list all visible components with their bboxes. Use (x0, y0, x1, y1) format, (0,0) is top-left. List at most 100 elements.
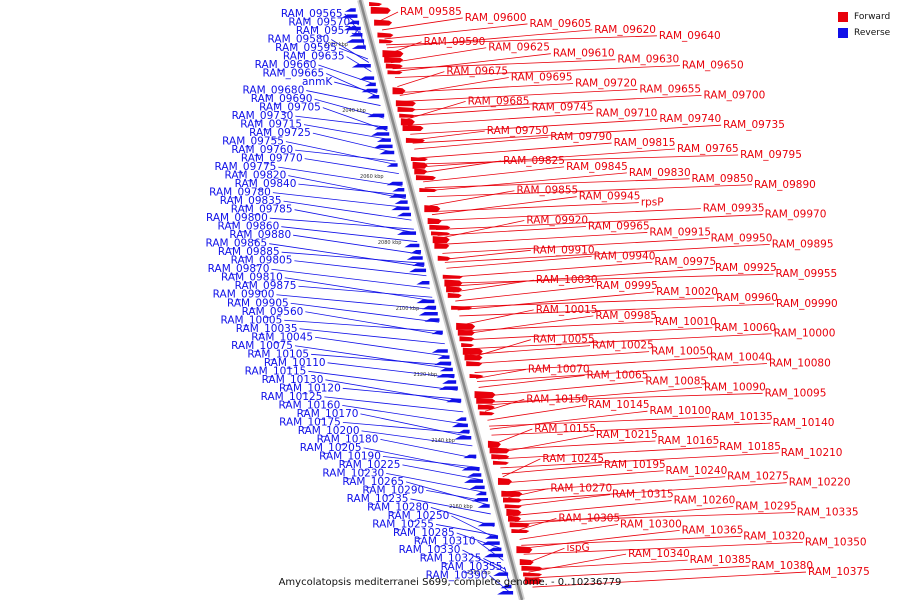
forward-gene-label: RAM_09895 (772, 238, 834, 250)
reverse-gene-label: RAM_09870 (208, 263, 270, 275)
reverse-connector (322, 107, 388, 131)
forward-gene-label: RAM_10020 (656, 286, 718, 298)
reverse-connector (294, 209, 415, 234)
reverse-connector (295, 115, 387, 128)
reverse-gene (463, 479, 483, 483)
reverse-gene-label: RAM_09690 (251, 93, 313, 105)
reverse-gene (341, 14, 358, 18)
reverse-connector (283, 200, 412, 221)
forward-gene-label: RAM_09945 (579, 191, 641, 203)
forward-gene-label: RAM_09745 (532, 101, 594, 113)
genome-axis (357, 0, 525, 600)
reverse-gene (396, 212, 411, 217)
forward-connector (406, 100, 466, 120)
forward-connector (419, 148, 675, 168)
forward-gene-label: RAM_10145 (588, 399, 650, 411)
forward-gene-label: RAM_10150 (526, 393, 588, 405)
reverse-gene (446, 398, 462, 403)
reverse-gene (392, 188, 405, 192)
reverse-connector (269, 217, 414, 230)
reverse-connector (386, 473, 486, 493)
reverse-gene-label: RAM_10355 (441, 561, 503, 573)
forward-connector (451, 267, 714, 287)
reverse-connector (284, 319, 442, 332)
reverse-connector (305, 311, 443, 336)
forward-connector (515, 506, 734, 525)
reverse-gene-label: RAM_09560 (242, 306, 304, 318)
forward-gene-label: RAM_09695 (511, 72, 573, 84)
forward-gene-label: RAM_09590 (424, 36, 486, 48)
forward-gene (456, 322, 476, 330)
reverse-gene (367, 113, 385, 118)
forward-gene-label: RAM_10090 (704, 381, 766, 393)
forward-connector (393, 53, 551, 73)
reverse-gene (418, 312, 438, 316)
forward-gene (523, 572, 543, 577)
forward-connector (532, 571, 807, 588)
reverse-gene (454, 436, 472, 440)
forward-gene (442, 274, 463, 279)
reverse-gene-label: RAM_09635 (283, 51, 345, 63)
forward-gene-label: RAM_10380 (751, 560, 813, 572)
forward-connector (448, 261, 653, 278)
forward-gene (370, 6, 391, 14)
forward-connector (443, 249, 531, 260)
forward-gene-label: RAM_09790 (550, 131, 612, 143)
forward-connector (468, 333, 772, 350)
forward-gene (427, 218, 442, 224)
reverse-gene (351, 64, 371, 68)
reverse-gene (472, 498, 488, 502)
reverse-gene-label: RAM_10290 (362, 484, 424, 496)
reverse-connector (451, 515, 498, 540)
reverse-gene (431, 349, 448, 353)
reverse-connector (271, 268, 430, 289)
forward-gene-label: RAM_10245 (542, 453, 604, 465)
reverse-gene-label: RAM_09580 (268, 34, 330, 46)
reverse-connector (294, 260, 427, 277)
forward-connector (431, 196, 577, 216)
forward-connector (478, 375, 585, 388)
forward-gene (477, 404, 495, 410)
forward-connector (504, 470, 664, 484)
reverse-gene (346, 39, 365, 43)
forward-connector (525, 547, 565, 564)
reverse-gene-label: RAM_10075 (231, 340, 293, 352)
reverse-connector (342, 421, 470, 434)
forward-gene-label: RAM_10240 (666, 465, 728, 477)
forward-gene-label: RAM_10070 (528, 363, 590, 375)
reverse-gene-label: RAM_09770 (241, 153, 303, 165)
reverse-gene-label: RAM_10255 (372, 518, 434, 530)
reverse-connector (311, 353, 451, 366)
forward-connector (509, 482, 787, 502)
forward-connector (489, 416, 710, 427)
reverse-connector (312, 132, 394, 153)
reverse-gene (424, 318, 440, 322)
reverse-gene-label: RAM_10160 (279, 399, 341, 411)
forward-gene (476, 397, 496, 404)
reverse-gene-label: RAM_09755 (222, 136, 284, 148)
reverse-gene (359, 76, 375, 80)
forward-gene-label: RAM_09655 (639, 83, 701, 95)
forward-gene-label: RAM_10275 (727, 471, 789, 483)
reverse-gene-label: RAM_10180 (317, 433, 379, 445)
forward-gene-label: RAM_09935 (703, 203, 765, 215)
reverse-gene (367, 95, 380, 99)
reverse-gene-label: RAM_10205 (300, 442, 362, 454)
forward-gene-label: RAM_09795 (740, 149, 802, 161)
reverse-gene-label: RAM_10125 (261, 391, 323, 403)
reverse-gene-label: RAM_10045 (251, 331, 313, 343)
reverse-connector (294, 345, 452, 370)
forward-gene (516, 546, 533, 554)
forward-connector (452, 279, 534, 293)
reverse-connector (342, 387, 460, 400)
forward-connector (433, 208, 701, 222)
kbp-tick-label: 2080 kbp (378, 240, 402, 246)
forward-connector (407, 112, 594, 126)
forward-connector (476, 363, 768, 382)
forward-gene (434, 242, 450, 249)
forward-gene (412, 161, 428, 169)
reverse-gene (404, 243, 420, 248)
forward-gene (392, 87, 406, 95)
reverse-gene-label: RAM_10105 (247, 348, 309, 360)
reverse-gene-label: RAM_09705 (259, 102, 321, 114)
